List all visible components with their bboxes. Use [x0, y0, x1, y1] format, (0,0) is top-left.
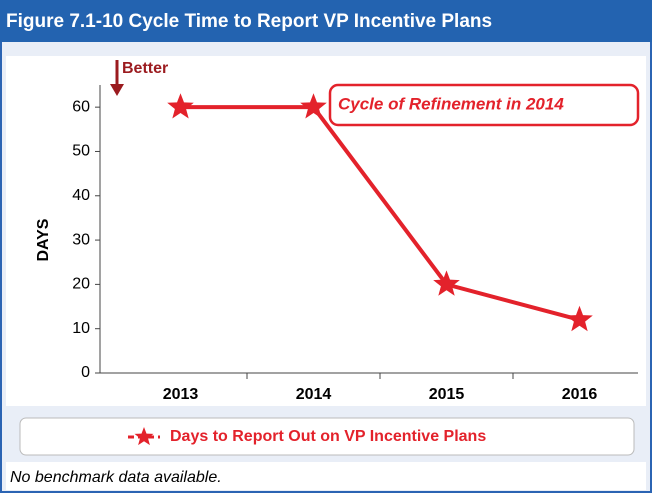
- x-tick-label: 2016: [562, 386, 598, 403]
- better-label: Better: [122, 60, 168, 77]
- chart-title: Figure 7.1-10 Cycle Time to Report VP In…: [6, 11, 492, 32]
- point-marker: [300, 93, 327, 119]
- y-tick-label: 60: [72, 98, 90, 115]
- y-tick-label: 20: [72, 276, 90, 293]
- annotation-box: [328, 83, 640, 127]
- note-background: [6, 462, 646, 490]
- y-tick-label: 40: [72, 187, 90, 204]
- y-tick-label: 50: [72, 143, 90, 160]
- x-tick-label: 2014: [296, 386, 332, 403]
- x-tick-label: 2013: [163, 386, 199, 403]
- y-axis-label: DAYS: [35, 218, 52, 261]
- x-tick-label: 2015: [429, 386, 465, 403]
- y-tick-label: 30: [72, 231, 90, 248]
- legend-marker: [134, 427, 154, 446]
- point-marker: [167, 93, 194, 119]
- series-line: [180, 105, 581, 322]
- y-tick-label: 10: [72, 320, 90, 337]
- better-arrowhead: [110, 84, 124, 96]
- footnote: No benchmark data available.: [10, 469, 222, 486]
- legend-box: [19, 417, 635, 456]
- point-marker: [566, 305, 593, 332]
- annotation-text: Cycle of Refinement in 2014: [338, 94, 564, 113]
- legend-label: Days to Report Out on VP Incentive Plans: [170, 428, 486, 445]
- header-bar: [0, 0, 652, 42]
- y-tick-label: 0: [81, 364, 90, 381]
- point-marker: [433, 270, 460, 296]
